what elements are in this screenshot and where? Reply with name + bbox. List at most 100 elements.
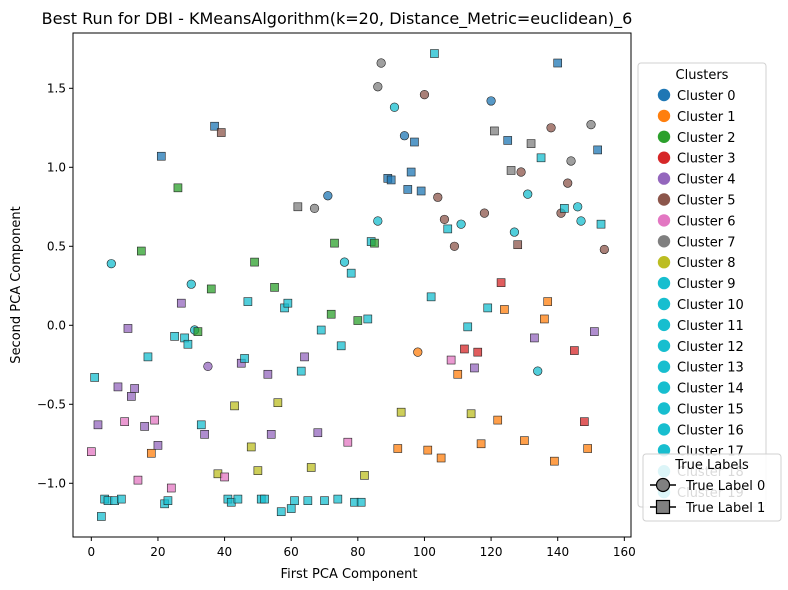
x-tick-label: 40 (217, 545, 232, 559)
data-point-square (243, 297, 253, 306)
data-point-square (553, 58, 563, 68)
true-label-1-marker (655, 499, 671, 515)
data-point-square (266, 430, 276, 439)
data-point-square (590, 327, 599, 336)
cluster-legend-label: Cluster 5 (677, 194, 736, 209)
cluster-legend-label: Cluster 11 (677, 319, 744, 334)
data-point-square (580, 417, 589, 426)
data-point-square (120, 417, 129, 426)
data-point-square (97, 512, 106, 521)
cluster-legend-label: Cluster 13 (677, 361, 744, 376)
x-tick-label: 160 (613, 545, 636, 559)
cluster-legend-label: Cluster 1 (677, 110, 736, 125)
data-point-square (356, 497, 366, 507)
x-axis: 0 20 40 60 80 100 120 140 160 (88, 537, 636, 559)
data-point-square (263, 369, 273, 379)
data-point-square (286, 504, 296, 513)
data-point-square (403, 185, 413, 194)
data-point-square (353, 316, 363, 325)
x-axis-label: First PCA Component (281, 567, 418, 582)
data-point-square (406, 167, 416, 177)
cluster-legend-title: Clusters (676, 68, 729, 83)
data-point-circle (323, 191, 333, 201)
cluster-legend-marker (657, 214, 671, 227)
data-point-square (386, 175, 396, 185)
data-point-square (173, 183, 183, 193)
cluster-legend-label: Cluster 2 (677, 131, 736, 146)
true-label-legend: True Labels True Label 0 True Label 1 (642, 453, 782, 522)
data-point-square (253, 466, 263, 475)
data-point-circle (563, 178, 573, 188)
cluster-legend-label: Cluster 15 (677, 403, 744, 418)
data-point-square (136, 246, 146, 256)
cluster-legend-marker (657, 172, 671, 185)
data-point-circle (376, 58, 386, 68)
data-point-circle (449, 241, 460, 251)
data-point-square (393, 444, 403, 453)
data-point-square (466, 409, 476, 419)
true-label-entry: True Label 1 (650, 499, 765, 516)
data-point-square (430, 49, 439, 58)
data-point-square (473, 347, 483, 357)
data-point-square (363, 314, 373, 324)
data-point-square (206, 284, 216, 294)
x-tick-label: 120 (480, 545, 503, 559)
data-point-square (520, 436, 529, 445)
data-point-square (276, 507, 286, 517)
cluster-legend-label: Cluster 10 (677, 298, 744, 313)
data-point-square (306, 463, 316, 472)
data-point-square (416, 186, 426, 196)
data-point-square (526, 139, 536, 148)
x-tick-label: 140 (546, 545, 569, 559)
y-tick-label: −0.5 (37, 397, 66, 411)
cluster-legend-marker (657, 276, 671, 290)
data-point-square (470, 363, 479, 373)
data-point-square (513, 240, 523, 250)
cluster-legend-marker (657, 109, 671, 123)
data-point-circle (533, 366, 543, 376)
data-point-circle (413, 347, 423, 357)
true-label-legend-box (642, 453, 782, 522)
data-point-square (550, 456, 559, 466)
data-point-square (500, 305, 509, 314)
cluster-legend-marker (657, 297, 671, 311)
data-point-circle (373, 216, 383, 226)
data-point-circle (486, 96, 496, 106)
data-point-circle (339, 257, 350, 267)
data-point-square (113, 382, 123, 392)
data-point-circle (203, 361, 213, 371)
data-point-square (443, 224, 453, 234)
data-point-square (446, 355, 456, 365)
data-point-square (540, 314, 549, 324)
data-point-square (216, 128, 226, 137)
data-point-square (193, 327, 203, 336)
cluster-legend-marker (657, 130, 671, 143)
data-point-circle (309, 203, 320, 213)
data-point-square (370, 238, 379, 248)
data-point-square (343, 437, 353, 447)
data-point-square (126, 392, 136, 401)
cluster-legend-label: Cluster 6 (677, 214, 736, 229)
data-point-circle (186, 279, 196, 289)
y-tick-label: 1.0 (47, 160, 66, 174)
cluster-legend-marker (657, 444, 671, 457)
data-point-square (260, 494, 269, 504)
data-point-square (483, 303, 493, 313)
data-point-square (283, 298, 293, 308)
data-point-square (130, 384, 139, 393)
data-point-square (163, 496, 173, 505)
data-point-square (250, 257, 259, 267)
data-point-square (293, 202, 303, 212)
cluster-legend-marker (657, 339, 671, 352)
cluster-legend-entries: Cluster 0 Cluster 1 Cluster 2 Cluster 3 Clus… (657, 88, 744, 501)
data-point-circle (509, 227, 520, 237)
y-axis: −1.0 −0.5 0.0 0.5 1.0 1.5 (37, 81, 73, 490)
x-tick-label: 0 (88, 545, 96, 559)
data-point-square (117, 494, 126, 504)
true-label-0-text: True Label 0 (685, 479, 765, 494)
plot-area (87, 49, 609, 521)
data-point-square (453, 369, 463, 379)
data-point-square (230, 401, 239, 411)
